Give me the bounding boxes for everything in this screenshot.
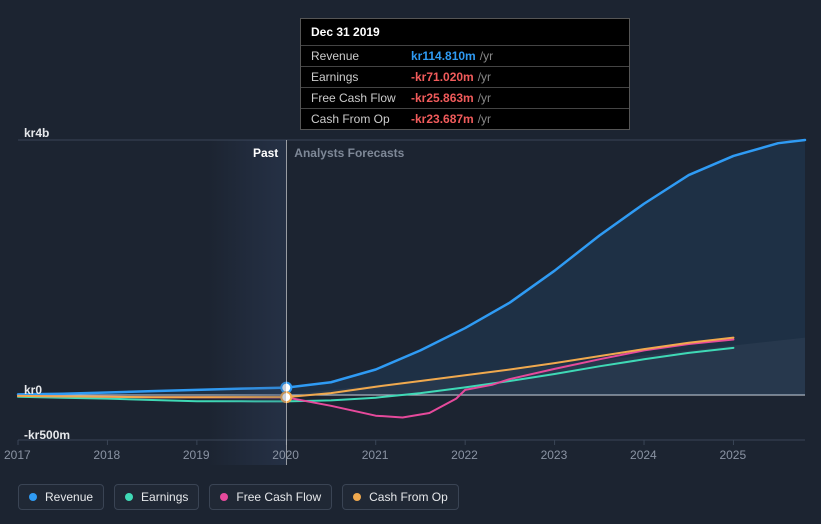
tooltip-row: Cash From Op-kr23.687m/yr [301, 108, 629, 129]
tooltip-unit: /yr [478, 91, 491, 105]
tooltip-metric-value: -kr71.020m [411, 70, 474, 84]
tooltip-metric-value: kr114.810m [411, 49, 476, 63]
tooltip-metric-label: Free Cash Flow [311, 91, 411, 105]
divider-line [286, 140, 287, 465]
x-axis-label: 2020 [272, 448, 299, 462]
tooltip-unit: /yr [480, 49, 493, 63]
data-tooltip: Dec 31 2019 Revenuekr114.810m/yrEarnings… [300, 18, 630, 130]
tooltip-metric-label: Revenue [311, 49, 411, 63]
x-axis-label: 2024 [630, 448, 657, 462]
legend-item-cfo[interactable]: Cash From Op [342, 484, 459, 510]
x-axis-label: 2019 [183, 448, 210, 462]
x-axis-label: 2018 [93, 448, 120, 462]
legend-label: Earnings [141, 490, 188, 504]
tooltip-row: Free Cash Flow-kr25.863m/yr [301, 87, 629, 108]
legend-label: Free Cash Flow [236, 490, 321, 504]
x-axis-label: 2022 [451, 448, 478, 462]
legend-dot-icon [353, 493, 361, 501]
tooltip-row: Revenuekr114.810m/yr [301, 45, 629, 66]
y-axis-label-zero: kr0 [24, 383, 42, 397]
tooltip-date: Dec 31 2019 [301, 19, 629, 45]
legend-dot-icon [125, 493, 133, 501]
legend: Revenue Earnings Free Cash Flow Cash From O… [18, 484, 459, 510]
financial-forecast-chart: kr4b kr0 -kr500m Past Analysts Forecasts… [0, 0, 821, 524]
tooltip-metric-label: Earnings [311, 70, 411, 84]
tooltip-unit: /yr [478, 70, 491, 84]
legend-label: Cash From Op [369, 490, 448, 504]
y-axis-label-min: -kr500m [24, 428, 70, 442]
forecast-section-label: Analysts Forecasts [294, 146, 404, 160]
legend-dot-icon [29, 493, 37, 501]
legend-item-revenue[interactable]: Revenue [18, 484, 104, 510]
legend-item-fcf[interactable]: Free Cash Flow [209, 484, 332, 510]
past-region-shade [208, 140, 286, 465]
legend-item-earnings[interactable]: Earnings [114, 484, 199, 510]
tooltip-row: Earnings-kr71.020m/yr [301, 66, 629, 87]
tooltip-metric-label: Cash From Op [311, 112, 411, 126]
x-axis-label: 2025 [719, 448, 746, 462]
past-section-label: Past [253, 146, 278, 160]
x-axis-label: 2023 [541, 448, 568, 462]
x-axis-label: 2017 [4, 448, 31, 462]
tooltip-unit: /yr [478, 112, 491, 126]
tooltip-metric-value: -kr25.863m [411, 91, 474, 105]
x-axis-label: 2021 [362, 448, 389, 462]
legend-dot-icon [220, 493, 228, 501]
legend-label: Revenue [45, 490, 93, 504]
y-axis-label-max: kr4b [24, 126, 49, 140]
tooltip-metric-value: -kr23.687m [411, 112, 474, 126]
